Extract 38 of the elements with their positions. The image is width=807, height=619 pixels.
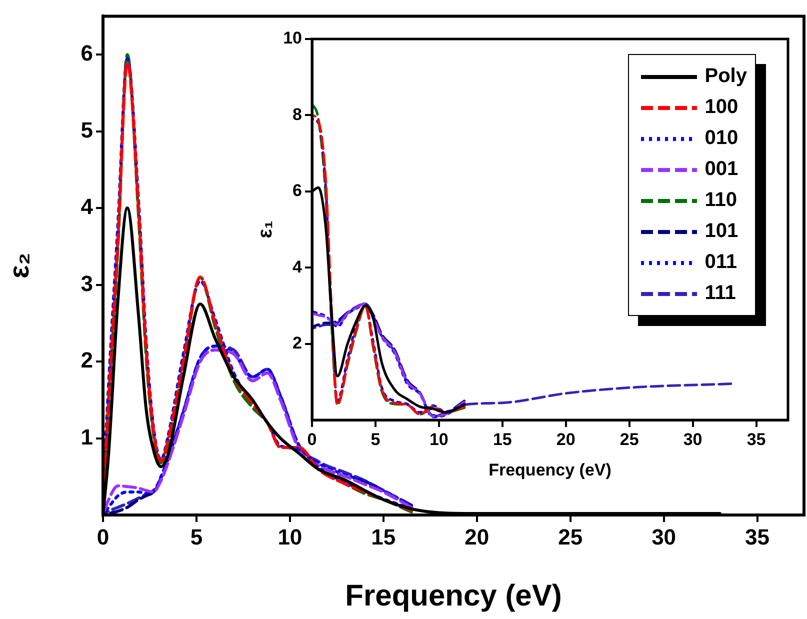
- x-tick-label: 35: [745, 524, 770, 550]
- y-tick-label: 8: [292, 104, 302, 124]
- x-tick-label: 5: [190, 524, 203, 550]
- y-tick-label: 3: [80, 270, 93, 296]
- y-tick-label: 6: [80, 40, 93, 66]
- x-tick-label: 20: [464, 524, 490, 550]
- y-tick-label: 6: [292, 181, 302, 200]
- x-axis-title: Frequency (eV): [345, 579, 562, 612]
- x-tick-label: 35: [746, 430, 766, 449]
- legend-label: 011: [704, 251, 738, 274]
- y-axis-title: ε₂: [4, 252, 35, 278]
- x-tick-label: 20: [556, 430, 576, 449]
- y-tick-label: 2: [292, 333, 302, 352]
- y-tick-label: 5: [80, 117, 93, 142]
- x-tick-label: 0: [96, 524, 110, 550]
- legend-label: 110: [704, 189, 738, 212]
- y-tick-label: 2: [80, 348, 93, 373]
- x-tick-label: 25: [620, 430, 639, 449]
- y-tick-label: 1: [80, 424, 93, 450]
- x-tick-label: 30: [652, 524, 676, 550]
- x-tick-label: 5: [370, 430, 380, 449]
- x-tick-label: 10: [429, 430, 448, 449]
- x-tick-label: 30: [683, 430, 702, 449]
- legend-label: 001: [704, 158, 738, 181]
- x-tick-label: 0: [307, 430, 317, 449]
- x-tick-label: 15: [492, 430, 512, 449]
- y-tick-label: 10: [283, 28, 302, 48]
- x-tick-label: 15: [371, 524, 396, 550]
- x-axis-title: Frequency (eV): [488, 460, 612, 480]
- x-tick-label: 25: [558, 524, 583, 550]
- legend-label: Poly: [704, 65, 747, 88]
- legend-label: 100: [704, 96, 738, 119]
- legend-label: 111: [704, 282, 736, 305]
- legend-label: 101: [704, 220, 738, 243]
- legend-label: 010: [704, 127, 738, 150]
- y-axis-title: ε₁: [254, 220, 277, 238]
- y-tick-label: 4: [292, 257, 303, 276]
- y-tick-label: 4: [80, 194, 94, 220]
